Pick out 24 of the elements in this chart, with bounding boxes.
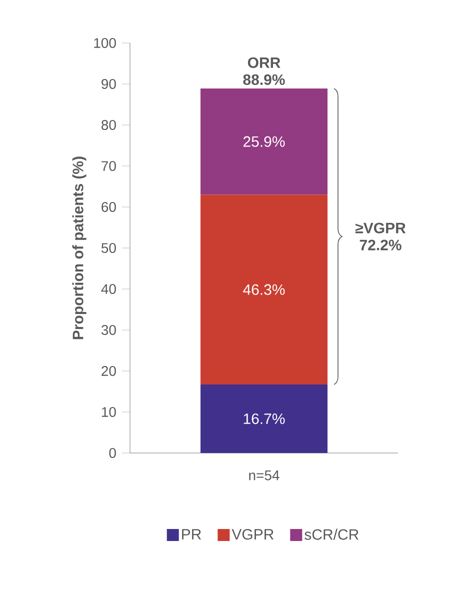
y-tick-label: 90 — [102, 79, 116, 89]
data-label: 46.3% — [243, 284, 285, 295]
y-tick-label: 80 — [102, 120, 116, 130]
total-label: ORR 88.9% — [243, 57, 285, 85]
bar — [200, 88, 328, 195]
bar — [200, 384, 328, 453]
y-tick-label: 100 — [94, 38, 116, 48]
data-label: 16.7% — [244, 413, 285, 424]
data-label: 25.9% — [243, 136, 285, 147]
y-tick-label: 70 — [102, 161, 116, 171]
y-tick-label: 30 — [101, 325, 116, 335]
y-tick-label: 20 — [102, 366, 116, 376]
y-tick-label: 60 — [102, 202, 116, 212]
y-axis-title: Proportion of patients (%) — [72, 156, 86, 340]
bar — [200, 194, 328, 385]
y-tick-label: 50 — [101, 243, 116, 253]
x-tick-label: n=54 — [249, 470, 280, 480]
legend-label: VGPR — [232, 529, 274, 540]
legend-label: PR — [182, 529, 201, 540]
y-tick-label: 10 — [102, 407, 116, 417]
legend-label: sCR/CR — [304, 528, 358, 540]
text: ≥VGPR 72.2% — [356, 222, 406, 250]
y-tick-label: 0 — [109, 448, 116, 458]
y-tick-label: 40 — [101, 284, 116, 294]
